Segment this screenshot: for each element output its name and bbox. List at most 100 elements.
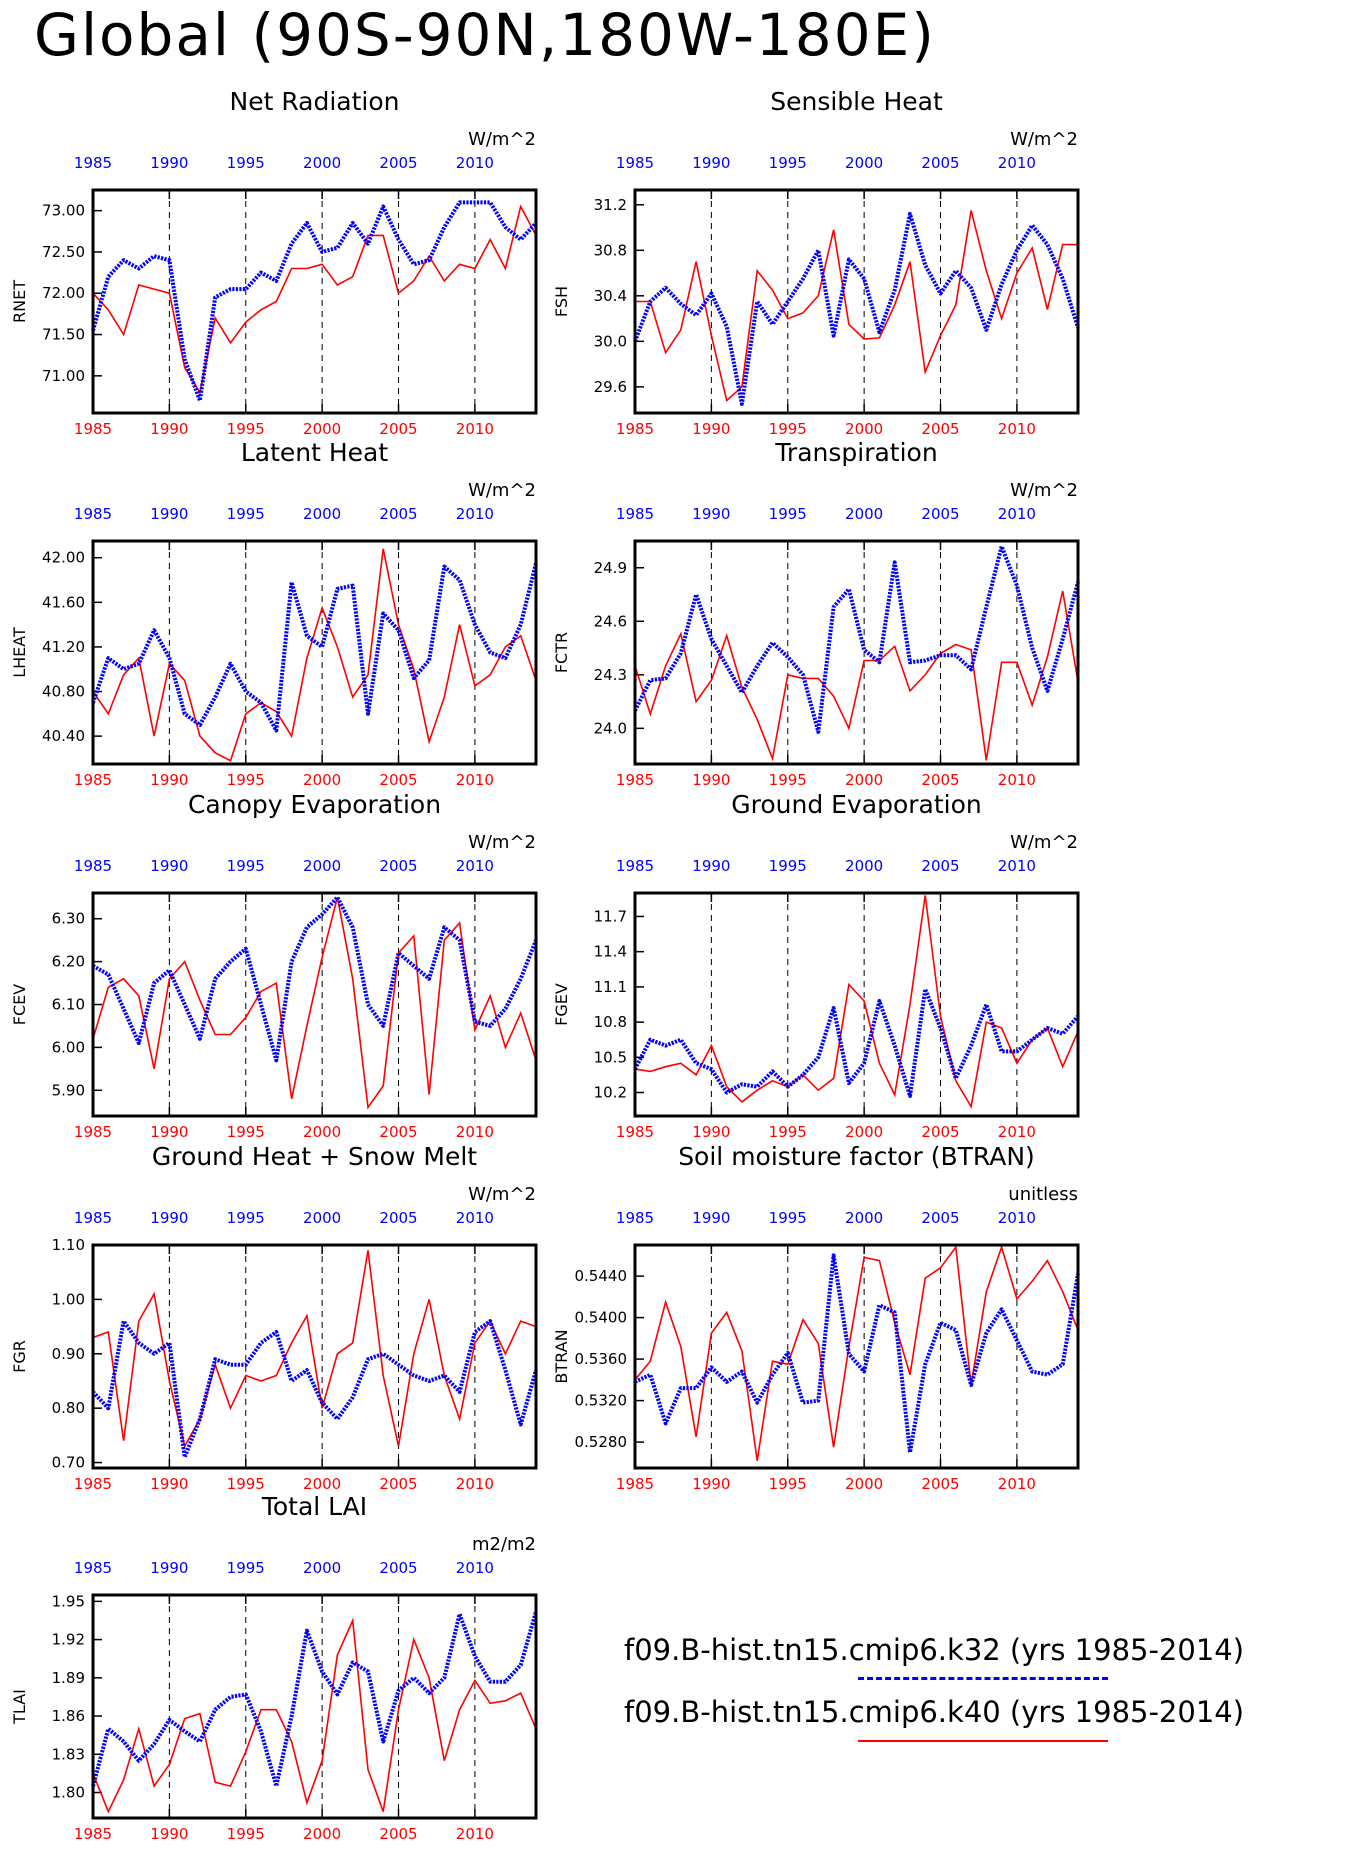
y-axis-label: FGR xyxy=(10,1340,29,1373)
x-tick-label-top: 2000 xyxy=(303,1209,341,1227)
x-tick-label-bottom: 2000 xyxy=(303,1825,341,1843)
y-tick-label: 11.1 xyxy=(594,978,627,996)
plot-frame xyxy=(633,891,1080,1118)
x-tick-label-top: 1995 xyxy=(227,857,265,875)
series-line-k40 xyxy=(634,590,1079,762)
y-tick-label: 10.2 xyxy=(594,1084,627,1102)
chart-title: Ground Evaporation xyxy=(731,790,981,819)
y-tick-label: 1.10 xyxy=(52,1236,85,1254)
y-tick-label: 11.7 xyxy=(594,907,627,925)
x-tick-label-top: 2005 xyxy=(379,857,417,875)
x-tick-label-bottom: 2010 xyxy=(456,1123,494,1141)
x-tick-label-top: 1995 xyxy=(227,1559,265,1577)
plot-frame xyxy=(91,188,538,415)
series-line-k40 xyxy=(92,1617,537,1814)
x-tick-label-top: 1985 xyxy=(74,857,112,875)
chart-panel: Latent Heat W/m^2 40.40 40.80 41.20 41.60 42.0… xyxy=(10,438,538,789)
y-tick-label: 40.80 xyxy=(42,683,85,701)
plot-frame xyxy=(91,891,538,1118)
chart-units: W/m^2 xyxy=(468,832,536,853)
x-tick-label-bottom: 2000 xyxy=(303,1475,341,1493)
y-tick-label: 1.86 xyxy=(52,1707,85,1725)
x-tick-label-bottom: 1985 xyxy=(74,1825,112,1843)
series-line-k32 xyxy=(91,562,538,733)
y-tick-label: 30.0 xyxy=(594,332,627,350)
x-tick-label-top: 1995 xyxy=(227,154,265,172)
y-axis-label: FSH xyxy=(552,286,571,317)
y-axis-label: RNET xyxy=(10,280,29,323)
y-tick-label: 1.92 xyxy=(52,1631,85,1649)
x-tick-label-bottom: 2005 xyxy=(921,420,959,438)
x-tick-label-bottom: 1985 xyxy=(74,1123,112,1141)
chart-panel: Canopy Evaporation W/m^2 5.90 6.00 6.10 6.20 6… xyxy=(10,790,538,1141)
chart-panel: Sensible Heat W/m^2 29.6 30.0 30.4 30.8 31.2 19… xyxy=(552,87,1080,438)
x-tick-label-bottom: 1995 xyxy=(227,420,265,438)
y-tick-label: 24.0 xyxy=(594,719,627,737)
y-tick-label: 6.00 xyxy=(52,1038,85,1056)
x-tick-label-top: 2005 xyxy=(921,154,959,172)
chart-units: W/m^2 xyxy=(1010,129,1078,150)
chart-title: Total LAI xyxy=(261,1492,367,1521)
plot-frame xyxy=(633,1243,1080,1470)
x-tick-label-bottom: 2005 xyxy=(921,1123,959,1141)
x-tick-label-top: 2000 xyxy=(845,857,883,875)
x-tick-label-top: 2005 xyxy=(921,857,959,875)
y-tick-label: 24.6 xyxy=(594,612,627,630)
series-line-k32 xyxy=(92,895,538,1063)
chart-title: Net Radiation xyxy=(230,87,400,116)
x-tick-label-bottom: 2010 xyxy=(998,1475,1036,1493)
y-tick-label: 0.5440 xyxy=(575,1267,628,1285)
chart-title: Ground Heat + Snow Melt xyxy=(152,1142,477,1171)
series-line-k32 xyxy=(633,987,1080,1098)
legend-swatch-k40 xyxy=(858,1740,1108,1742)
y-tick-label: 30.4 xyxy=(594,287,627,305)
x-tick-label-top: 2010 xyxy=(998,154,1036,172)
x-tick-label-bottom: 1990 xyxy=(150,420,188,438)
x-tick-label-bottom: 1985 xyxy=(74,771,112,789)
x-tick-label-top: 2005 xyxy=(379,505,417,523)
x-tick-label-top: 2010 xyxy=(998,505,1036,523)
x-tick-label-bottom: 1985 xyxy=(74,420,112,438)
x-tick-label-top: 2010 xyxy=(456,154,494,172)
series-line-k32 xyxy=(633,211,1080,406)
y-tick-label: 0.5400 xyxy=(575,1309,628,1327)
chart-title: Sensible Heat xyxy=(770,87,943,116)
y-tick-label: 0.70 xyxy=(52,1454,85,1472)
x-tick-label-bottom: 2005 xyxy=(379,771,417,789)
chart-title: Transpiration xyxy=(774,438,937,467)
y-tick-label: 41.20 xyxy=(42,638,85,656)
x-tick-label-top: 2000 xyxy=(303,505,341,523)
chart-units: W/m^2 xyxy=(1010,480,1078,501)
x-tick-label-bottom: 2010 xyxy=(456,1475,494,1493)
x-tick-label-bottom: 1985 xyxy=(616,1475,654,1493)
y-tick-label: 31.2 xyxy=(594,196,627,214)
x-tick-label-bottom: 1995 xyxy=(227,1475,265,1493)
y-tick-label: 1.89 xyxy=(52,1669,85,1687)
x-tick-label-bottom: 1995 xyxy=(769,1123,807,1141)
chart-units: W/m^2 xyxy=(468,129,536,150)
chart-title: Latent Heat xyxy=(241,438,389,467)
x-tick-label-top: 2005 xyxy=(379,1209,417,1227)
page-title: Global (90S-90N,180W-180E) xyxy=(34,1,936,69)
x-tick-label-top: 2000 xyxy=(845,505,883,523)
y-tick-label: 1.00 xyxy=(52,1290,85,1308)
chart-panel: Ground Evaporation W/m^2 10.2 10.5 10.8 11.1 1… xyxy=(552,790,1080,1141)
x-tick-label-bottom: 1985 xyxy=(74,1475,112,1493)
y-tick-label: 24.9 xyxy=(594,559,627,577)
x-tick-label-bottom: 2005 xyxy=(379,1123,417,1141)
y-axis-label: LHEAT xyxy=(10,627,29,678)
x-tick-label-bottom: 1990 xyxy=(150,1475,188,1493)
chart-panel: Total LAI m2/m2 1.80 1.83 1.86 1.89 1.92 1.95 19… xyxy=(10,1492,538,1843)
x-tick-label-top: 2005 xyxy=(921,1209,959,1227)
y-tick-label: 71.50 xyxy=(42,326,85,344)
x-tick-label-bottom: 2005 xyxy=(379,1825,417,1843)
chart-panel: Net Radiation W/m^2 71.00 71.50 72.00 72.50 73… xyxy=(10,87,538,438)
x-tick-label-bottom: 2010 xyxy=(998,1123,1036,1141)
series-line-k40 xyxy=(92,897,537,1110)
y-tick-label: 30.8 xyxy=(594,241,627,259)
x-tick-label-bottom: 2000 xyxy=(845,420,883,438)
x-tick-label-top: 1990 xyxy=(150,154,188,172)
x-tick-label-top: 1990 xyxy=(150,857,188,875)
series-line-k40 xyxy=(92,204,537,395)
plot-frame xyxy=(633,188,1080,415)
